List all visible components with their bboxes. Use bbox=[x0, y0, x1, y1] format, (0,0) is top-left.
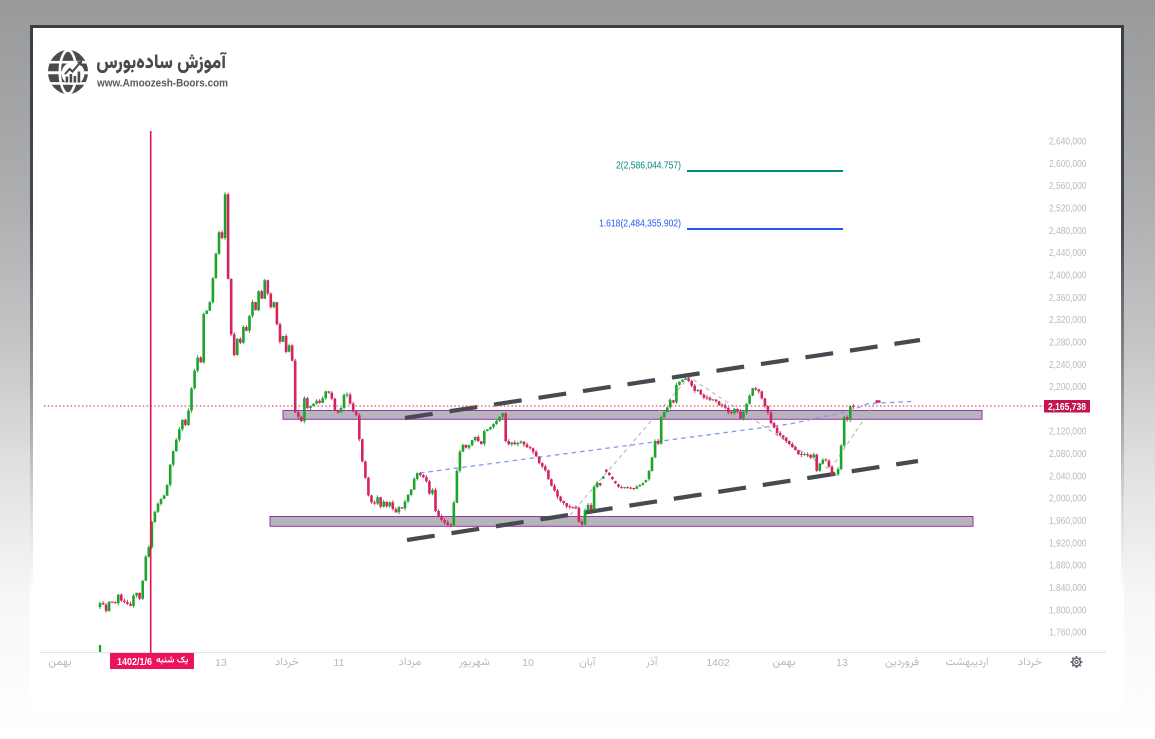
svg-text:2,360,000: 2,360,000 bbox=[1049, 292, 1087, 304]
svg-text:11: 11 bbox=[334, 657, 345, 669]
svg-text:2,320,000: 2,320,000 bbox=[1049, 314, 1087, 326]
svg-text:2(2,586,044.757): 2(2,586,044.757) bbox=[616, 161, 681, 172]
svg-text:2,120,000: 2,120,000 bbox=[1049, 426, 1087, 438]
svg-text:2,520,000: 2,520,000 bbox=[1049, 203, 1087, 215]
svg-text:1402: 1402 bbox=[706, 657, 730, 669]
svg-text:1.618(2,484,355.902): 1.618(2,484,355.902) bbox=[599, 219, 681, 230]
svg-text:10: 10 bbox=[522, 657, 534, 669]
svg-text:2,640,000: 2,640,000 bbox=[1049, 136, 1087, 148]
svg-text:2,400,000: 2,400,000 bbox=[1049, 270, 1087, 282]
svg-text:2,040,000: 2,040,000 bbox=[1049, 470, 1087, 482]
svg-text:1,880,000: 1,880,000 bbox=[1049, 560, 1087, 572]
svg-text:1,920,000: 1,920,000 bbox=[1049, 537, 1087, 549]
svg-text:1,800,000: 1,800,000 bbox=[1049, 604, 1087, 616]
svg-text:2,560,000: 2,560,000 bbox=[1049, 180, 1087, 192]
svg-text:2,080,000: 2,080,000 bbox=[1049, 448, 1087, 460]
svg-text:2,200,000: 2,200,000 bbox=[1049, 381, 1087, 393]
svg-text:2,240,000: 2,240,000 bbox=[1049, 359, 1087, 371]
svg-text:13: 13 bbox=[215, 657, 227, 669]
svg-text:1402/1/6: 1402/1/6 bbox=[117, 657, 152, 668]
svg-text:2,165,738: 2,165,738 bbox=[1048, 401, 1086, 413]
svg-text:2,600,000: 2,600,000 bbox=[1049, 158, 1087, 170]
svg-text:1,960,000: 1,960,000 bbox=[1049, 515, 1087, 527]
svg-text:1,840,000: 1,840,000 bbox=[1049, 582, 1087, 594]
svg-text:2,000,000: 2,000,000 bbox=[1049, 493, 1087, 505]
svg-text:2,280,000: 2,280,000 bbox=[1049, 337, 1087, 349]
svg-text:13: 13 bbox=[836, 657, 848, 669]
svg-text:2,440,000: 2,440,000 bbox=[1049, 247, 1087, 259]
svg-text:2,480,000: 2,480,000 bbox=[1049, 225, 1087, 237]
svg-text:1,760,000: 1,760,000 bbox=[1049, 627, 1087, 639]
svg-text:www.Amoozesh-Boors.com: www.Amoozesh-Boors.com bbox=[96, 78, 228, 90]
